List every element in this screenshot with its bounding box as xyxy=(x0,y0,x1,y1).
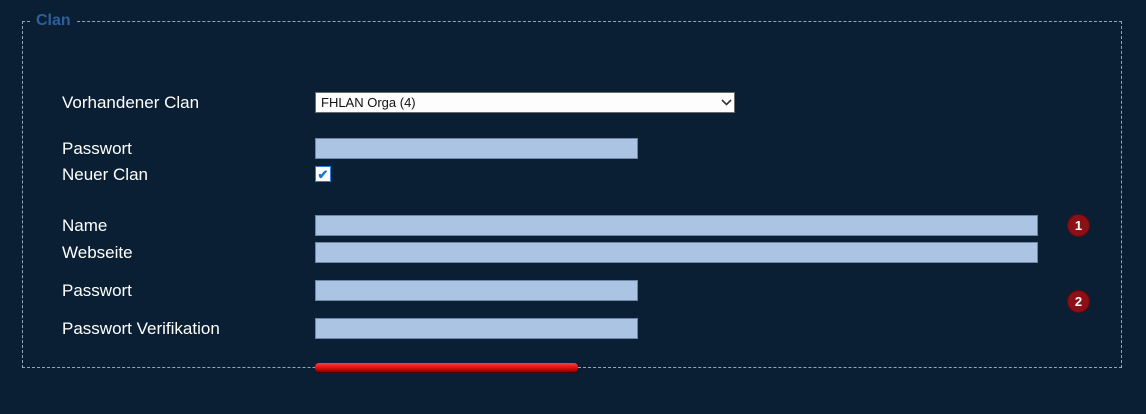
chevron-down-icon xyxy=(718,93,734,112)
existing-clan-select[interactable]: FHLAN Orga (4) xyxy=(315,92,735,113)
checkmark-icon: ✔ xyxy=(317,166,329,182)
clan-password-label: Passwort xyxy=(62,139,132,158)
new-clan-checkbox[interactable]: ✔ xyxy=(315,166,331,182)
password-strength-bar xyxy=(315,363,578,372)
step-badge-2: 2 xyxy=(1067,290,1090,313)
clan-legend: Clan xyxy=(36,12,71,29)
clan-fieldset: Clan Vorhandener Clan FHLAN Orga (4) Pas… xyxy=(22,12,1122,372)
clan-password-input[interactable] xyxy=(315,138,638,159)
step-badge-1: 1 xyxy=(1067,214,1090,237)
clan-name-label: Name xyxy=(62,216,108,235)
password-verification-label: Passwort Verifikation xyxy=(62,319,220,338)
step-badge-2-number: 2 xyxy=(1074,294,1083,309)
clan-name-input[interactable] xyxy=(315,215,1038,236)
existing-clan-label: Vorhandener Clan xyxy=(62,93,200,112)
password-verification-input[interactable] xyxy=(315,318,638,339)
website-label: Webseite xyxy=(62,243,133,262)
website-input[interactable] xyxy=(315,242,1038,263)
new-clan-label: Neuer Clan xyxy=(62,165,148,184)
step-badge-1-number: 1 xyxy=(1074,218,1083,233)
new-password-input[interactable] xyxy=(315,280,638,301)
new-password-label: Passwort xyxy=(62,281,132,300)
existing-clan-selected-value: FHLAN Orga (4) xyxy=(321,95,416,110)
